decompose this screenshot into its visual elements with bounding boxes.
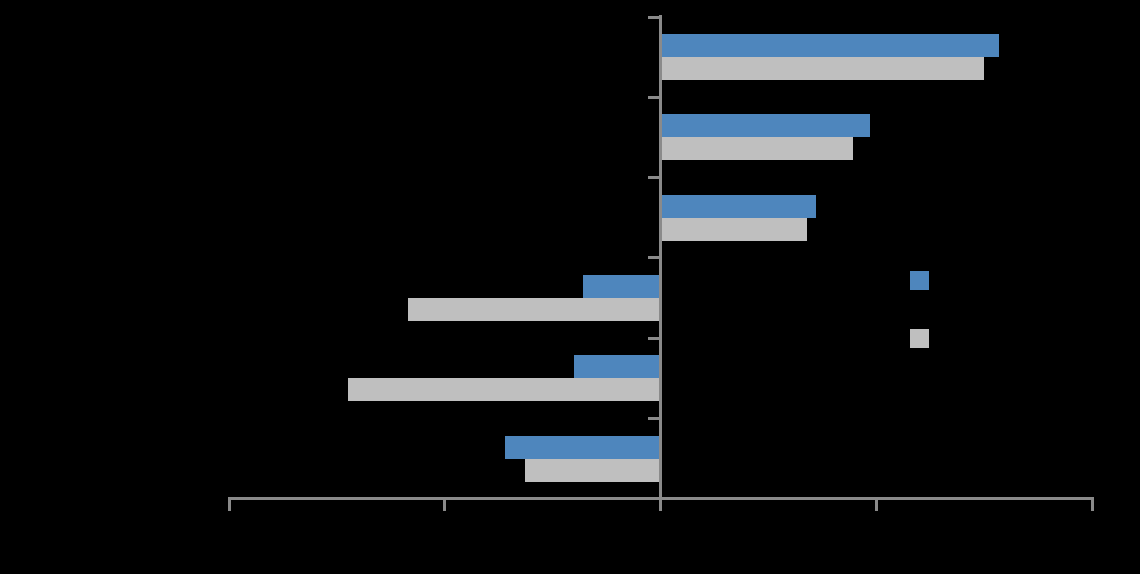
y-axis-tick — [648, 417, 659, 421]
y-axis-line — [659, 15, 662, 500]
x-axis-tick — [443, 497, 447, 511]
bar-series2-cat1 — [662, 57, 985, 80]
bar-series1-cat1 — [662, 34, 1000, 57]
x-axis-tick — [1090, 497, 1094, 511]
bar-series1-cat5 — [574, 355, 659, 379]
bar-series1-cat6 — [505, 435, 659, 459]
y-axis-tick — [648, 176, 659, 180]
y-axis-tick — [648, 336, 659, 340]
bar-series2-cat3 — [662, 217, 808, 241]
legend-swatch-series1 — [910, 271, 929, 290]
y-axis-tick — [648, 15, 659, 19]
bar-series2-cat6 — [524, 458, 659, 482]
y-axis-tick — [648, 256, 659, 260]
bar-series2-cat4 — [408, 297, 659, 321]
x-axis-tick — [874, 497, 878, 511]
y-axis-tick — [648, 95, 659, 99]
bar-series1-cat4 — [582, 274, 659, 298]
bar-series2-cat5 — [347, 378, 659, 402]
legend-swatch-series2 — [910, 329, 929, 348]
x-axis-tick — [659, 497, 662, 511]
bar-series1-cat2 — [662, 114, 870, 138]
x-axis-tick — [227, 497, 231, 511]
bar-series1-cat3 — [662, 194, 816, 218]
bar-series2-cat2 — [662, 137, 853, 161]
